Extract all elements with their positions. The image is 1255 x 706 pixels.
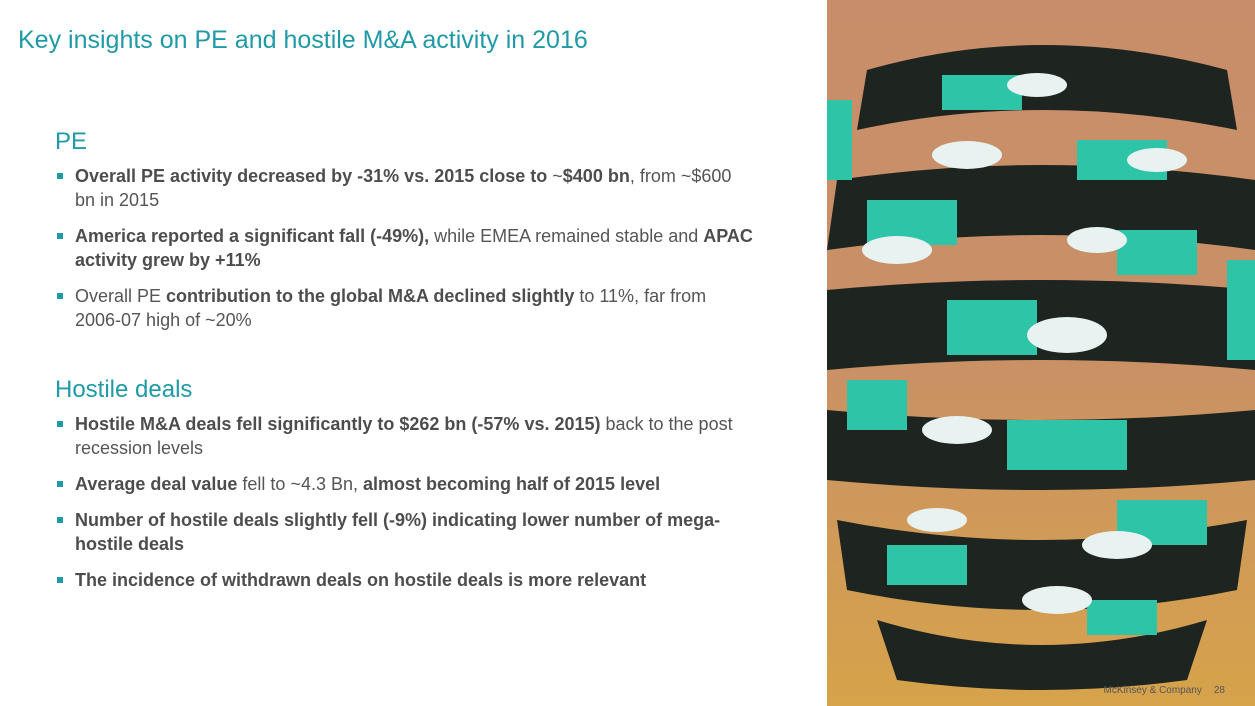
bullet: Average deal value fell to ~4.3 Bn, almo… [55, 472, 755, 496]
section: Hostile deals Hostile M&A deals fell sign… [55, 376, 780, 592]
text-run: almost becoming half of 2015 level [363, 474, 661, 494]
text-run: Overall PE activity decreased by -31% vs… [75, 166, 548, 186]
illustration [827, 0, 1255, 706]
text-run: APAC activity grew by +11% [75, 226, 753, 270]
bullet: Overall PE contribution to the global M&… [55, 284, 755, 332]
text-run: to 11%, far from 2006-07 high of ~20% [75, 286, 707, 330]
section-heading: Hostile deals [55, 376, 193, 403]
text-run: Hostile M&A deals fell significantly to … [75, 414, 601, 434]
text-run: ~ [547, 166, 563, 186]
page-number: 28 [1213, 685, 1225, 696]
section-heading: PE [55, 128, 88, 155]
footer: McKinsey & Company 28 [1092, 685, 1226, 696]
bullet: Hostile M&A deals fell significantly to … [55, 412, 755, 460]
text-run: contribution to the global M&A declined … [166, 286, 575, 306]
text-run: $400 bn [562, 166, 630, 186]
section: PE Overall PE activity decreased by -31% … [55, 128, 780, 332]
content: PE Overall PE activity decreased by -31% … [55, 128, 780, 636]
bullet-list: Hostile M&A deals fell significantly to … [55, 412, 780, 592]
bullet: Number of hostile deals slightly fell (-… [55, 508, 755, 556]
footer-source: McKinsey & Company [1103, 685, 1202, 696]
text-run: Overall PE [75, 286, 167, 306]
bullet: Overall PE activity decreased by -31% vs… [55, 164, 755, 212]
bullet-list: Overall PE activity decreased by -31% vs… [55, 164, 780, 332]
text-run: fell to ~4.3 Bn, [237, 474, 363, 494]
bullet: The incidence of withdrawn deals on host… [55, 568, 755, 592]
text-run: Number of hostile deals slightly fell (-… [75, 510, 721, 554]
text-run: while EMEA remained stable and [429, 226, 704, 246]
text-run: The incidence of withdrawn deals on host… [75, 570, 647, 590]
bullet: America reported a significant fall (-49… [55, 224, 755, 272]
text-run: , from ~$600 bn in 2015 [75, 166, 732, 210]
slide-title: Key insights on PE and hostile M&A activ… [18, 26, 588, 54]
text-run: America reported a significant fall (-49… [75, 226, 430, 246]
text-run: back to the post recession levels [75, 414, 733, 458]
text-run: Average deal value [75, 474, 238, 494]
